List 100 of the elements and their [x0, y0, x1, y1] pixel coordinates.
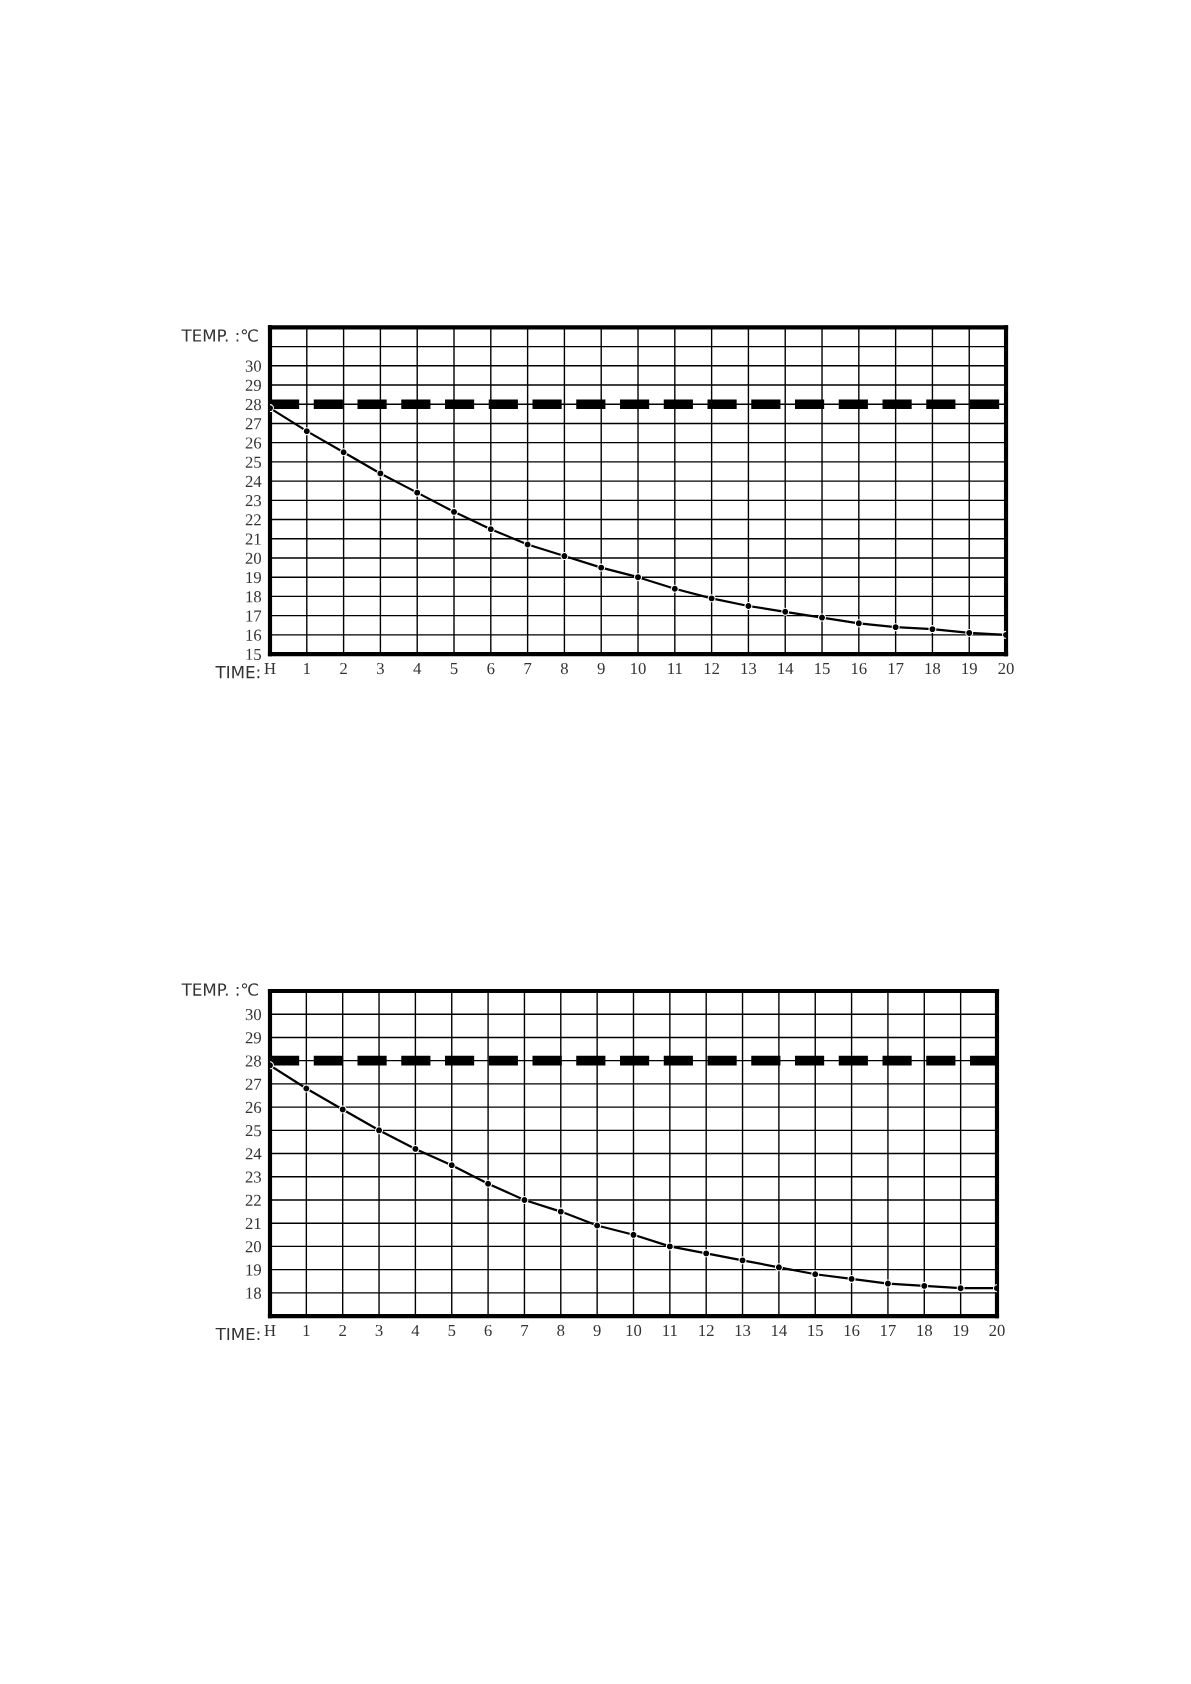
y-tick-label: 20 — [245, 1241, 262, 1253]
point — [302, 427, 311, 436]
x-axis-title: TIME: — [215, 1327, 260, 1341]
x-tick-label: 17 — [881, 1324, 896, 1336]
x-tick-label: 10 — [626, 1324, 642, 1337]
point — [520, 1195, 529, 1204]
x-tick-label: 13 — [735, 1324, 751, 1337]
point — [413, 488, 422, 497]
x-tick-label: 9 — [593, 1324, 601, 1337]
point — [781, 607, 790, 616]
x-tick-label: 13 — [741, 662, 757, 675]
point — [338, 1105, 347, 1114]
x-tick-label: 8 — [557, 1324, 565, 1337]
y-tick-label: 18 — [246, 591, 262, 603]
point — [339, 448, 348, 457]
y-tick-label: 22 — [245, 1194, 261, 1206]
x-tick-label: 14 — [772, 1324, 787, 1336]
point — [593, 1221, 602, 1230]
x-tick-label: 19 — [953, 1324, 969, 1337]
point — [597, 563, 606, 572]
x-tick-label: 16 — [851, 662, 867, 675]
point — [556, 1207, 565, 1216]
y-tick-label: 28 — [245, 1055, 262, 1067]
y-tick-label: 27 — [245, 418, 262, 430]
y-axis-title: TEMP. :℃ — [181, 329, 258, 342]
x-tick-label: 4 — [413, 662, 422, 674]
point — [847, 1274, 856, 1283]
x-tick-label: 6 — [487, 662, 495, 675]
y-tick-label: 22 — [245, 514, 261, 526]
point — [523, 540, 532, 549]
point — [928, 625, 937, 634]
x-tick-label: 15 — [808, 1324, 823, 1337]
point — [486, 525, 495, 534]
y-tick-label: 29 — [245, 1032, 261, 1044]
point — [744, 602, 753, 611]
y-tick-label: 16 — [246, 629, 262, 641]
x-tick-label: 17 — [888, 662, 904, 674]
y-tick-label: 19 — [246, 1264, 261, 1276]
x-tick-label: 12 — [699, 1324, 714, 1336]
point — [920, 1281, 929, 1290]
y-tick-label: 21 — [245, 533, 261, 545]
point — [484, 1179, 493, 1188]
x-tick-label: 1 — [304, 662, 310, 674]
point — [891, 623, 900, 632]
x-tick-label: 18 — [917, 1324, 932, 1337]
x-tick-label: 3 — [377, 662, 384, 675]
x-tick-label: 20 — [998, 662, 1014, 675]
y-tick-label: 17 — [246, 610, 262, 622]
x-tick-label: 11 — [668, 662, 682, 674]
y-tick-label: 25 — [245, 1125, 262, 1137]
point — [854, 619, 863, 628]
x-tick-label: 14 — [778, 662, 794, 674]
point — [883, 1279, 892, 1288]
x-tick-label: 16 — [844, 1324, 860, 1337]
point — [629, 1230, 638, 1239]
x-tick-label: 3 — [375, 1324, 383, 1337]
x-tick-label: 2 — [339, 1324, 346, 1336]
point — [665, 1242, 674, 1251]
x-tick-label: 9 — [597, 662, 605, 675]
point — [702, 1249, 711, 1258]
point — [447, 1161, 456, 1170]
point — [411, 1144, 420, 1153]
x-tick-label: 7 — [521, 1325, 529, 1336]
x-tick-label: H — [264, 663, 276, 674]
y-tick-label: 24 — [245, 1148, 262, 1160]
x-tick-label: 15 — [815, 662, 830, 675]
x-tick-label: 18 — [925, 662, 941, 675]
point — [956, 1284, 965, 1293]
x-tick-label: 8 — [560, 662, 568, 675]
x-tick-label: 2 — [340, 662, 347, 674]
point — [375, 1126, 384, 1135]
x-tick-label: 1 — [303, 1324, 310, 1336]
y-tick-label: 19 — [246, 571, 261, 584]
y-tick-label: 26 — [245, 1101, 262, 1114]
x-tick-label: H — [264, 1325, 276, 1336]
y-tick-label: 27 — [245, 1078, 262, 1090]
y-tick-label: 25 — [245, 456, 262, 468]
y-tick-label: 30 — [245, 1008, 262, 1021]
y-tick-label: 28 — [245, 398, 262, 411]
y-tick-label: 23 — [245, 1171, 262, 1183]
point — [965, 628, 974, 637]
x-tick-label: 20 — [989, 1324, 1005, 1337]
y-tick-label: 20 — [245, 552, 262, 564]
x-tick-label: 4 — [411, 1324, 420, 1336]
x-tick-label: 10 — [631, 662, 646, 675]
x-tick-label: 6 — [484, 1324, 492, 1337]
x-tick-label: 5 — [450, 663, 458, 675]
x-tick-label: 7 — [524, 663, 532, 674]
point — [376, 469, 385, 478]
point — [450, 507, 458, 516]
x-axis-title: TIME: — [215, 666, 260, 679]
x-tick-label: 19 — [962, 662, 977, 675]
y-tick-label: 26 — [245, 437, 262, 449]
point — [670, 584, 679, 593]
point — [707, 594, 716, 603]
point — [302, 1084, 311, 1093]
y-tick-label: 21 — [245, 1217, 261, 1229]
x-tick-label: 11 — [663, 1324, 677, 1336]
y-tick-label: 24 — [245, 475, 262, 487]
y-tick-label: 29 — [245, 379, 261, 391]
